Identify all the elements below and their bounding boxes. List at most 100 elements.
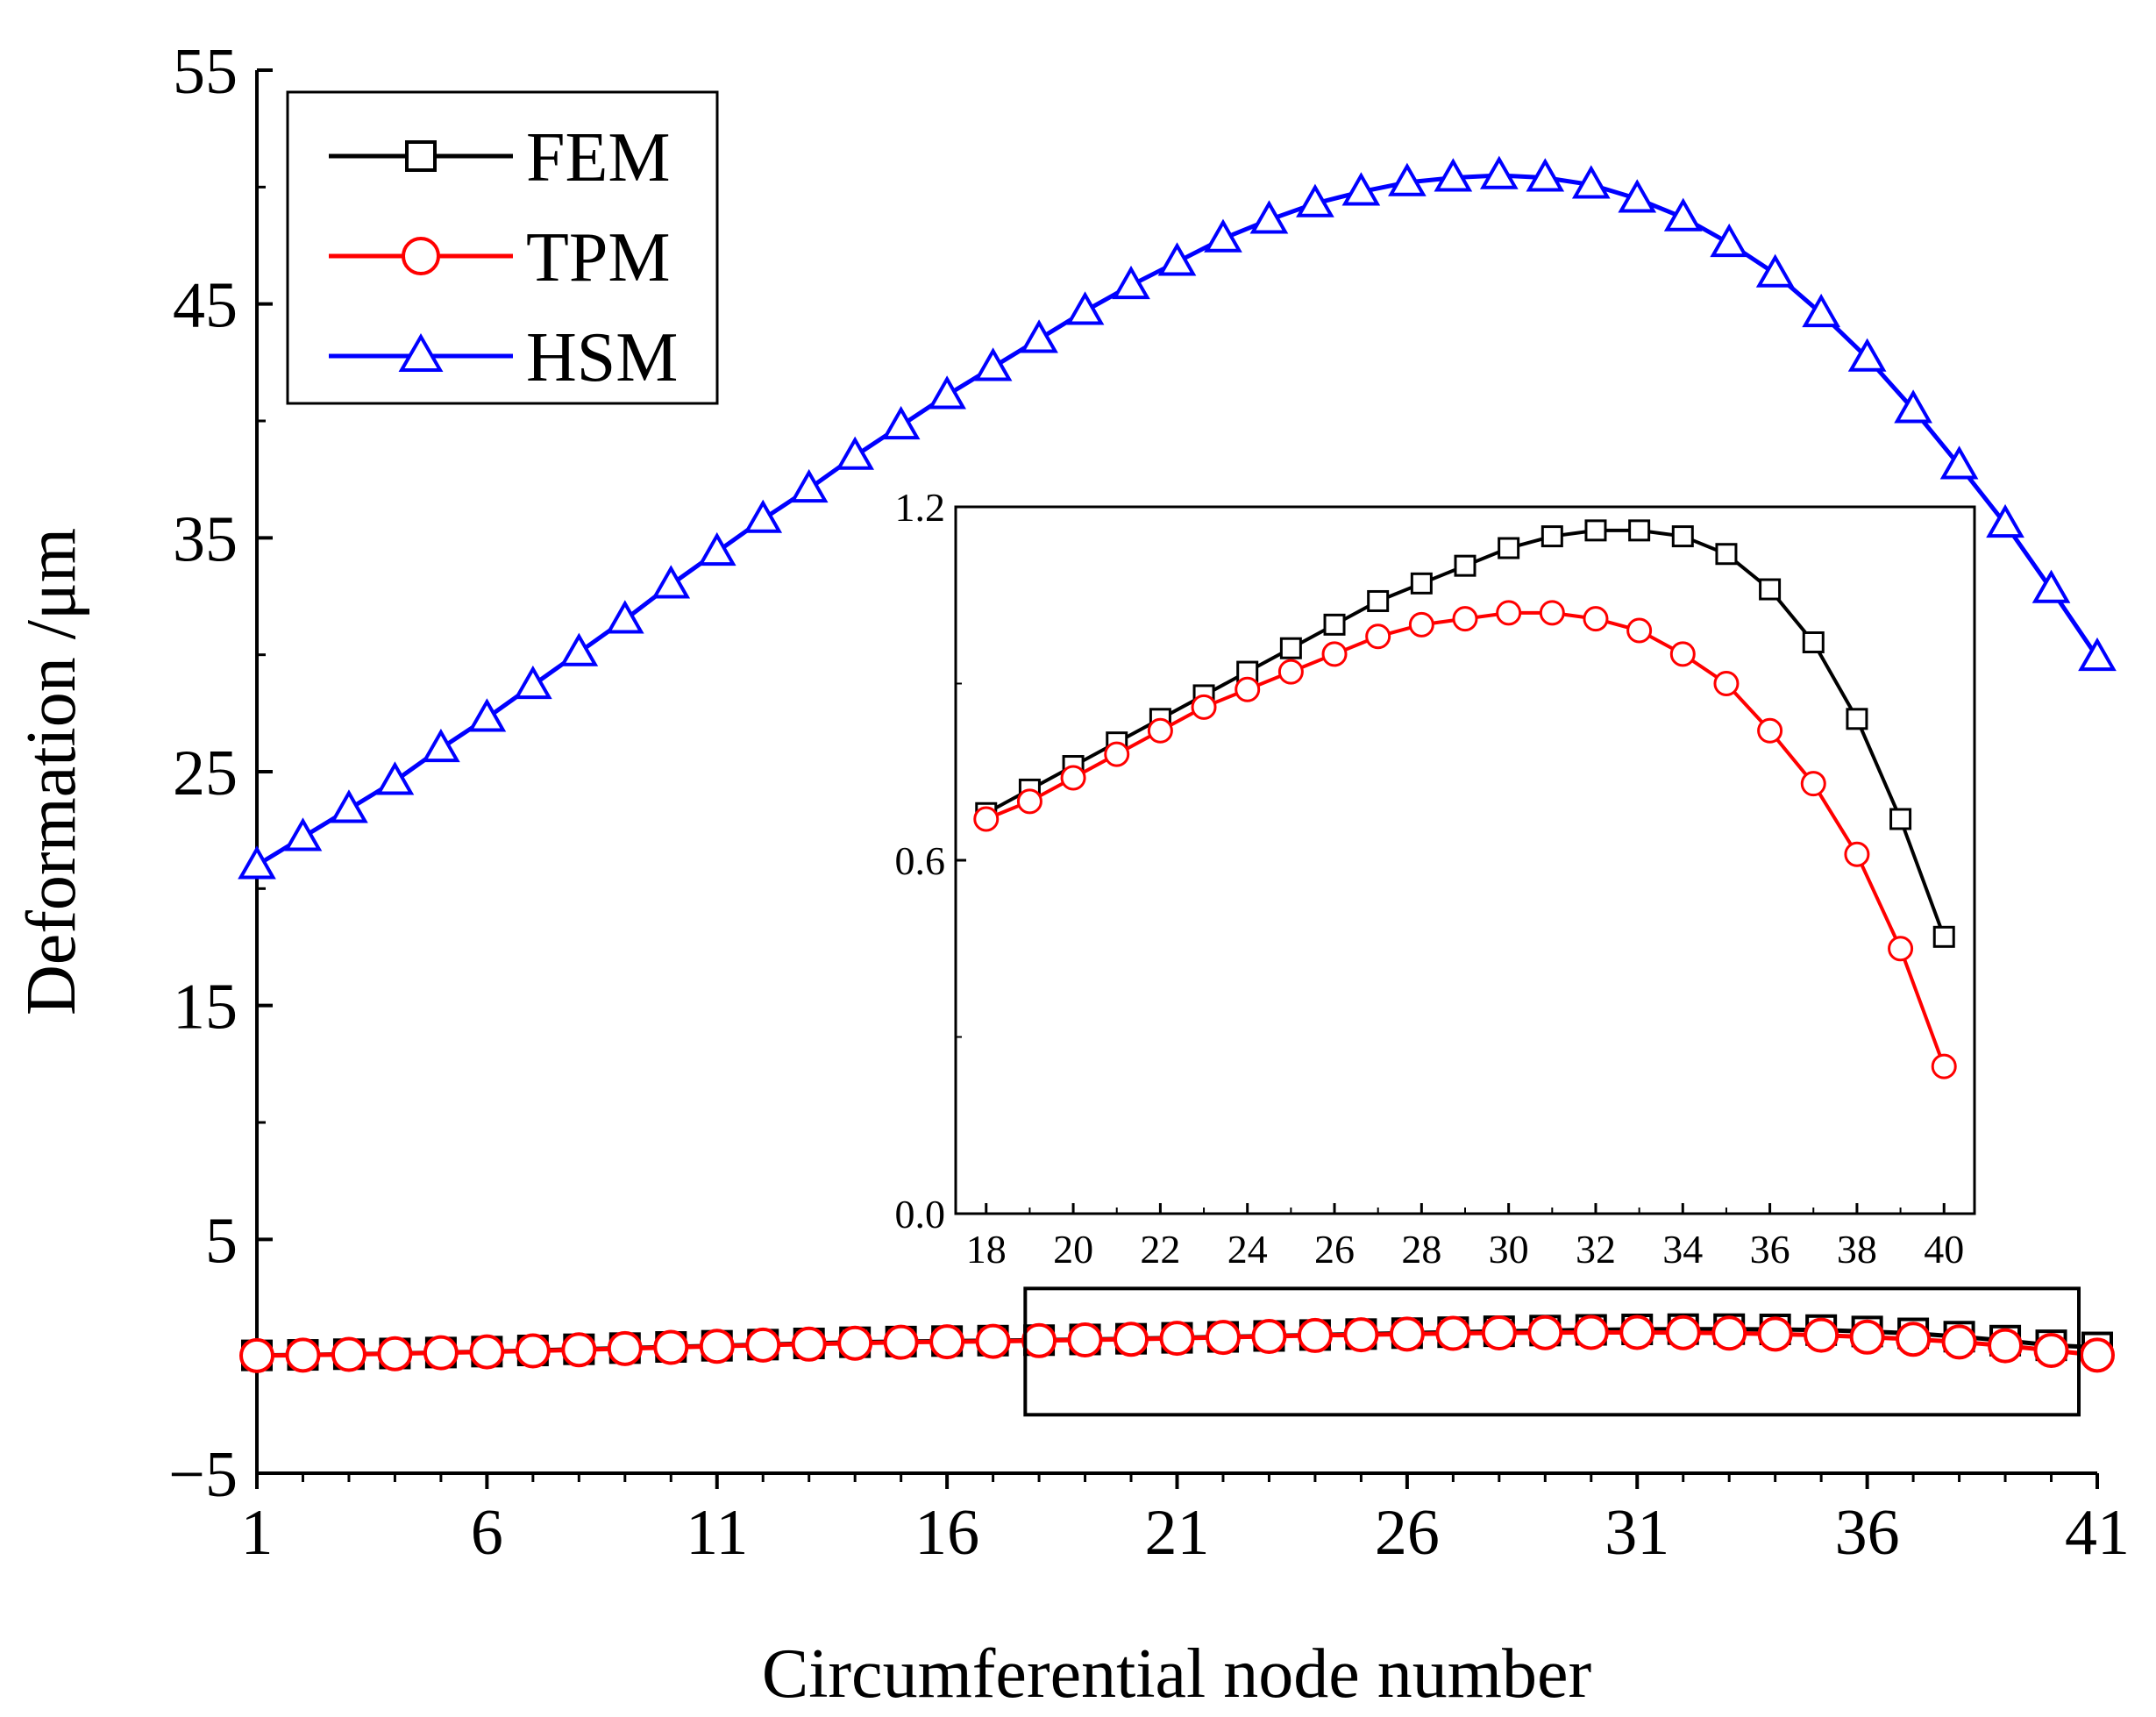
- inset-point-fem: [1671, 525, 1694, 548]
- main-point-tpm: [2080, 1337, 2115, 1373]
- main-point-hsm: [2078, 637, 2117, 672]
- main-x-tick-label: 31: [1605, 1497, 1669, 1569]
- main-point-hsm: [283, 817, 323, 851]
- inset-point-tpm: [1191, 694, 1217, 720]
- inset-point-tpm: [973, 806, 1000, 832]
- inset-point-fem: [1541, 525, 1563, 548]
- main-point-hsm: [605, 600, 644, 634]
- inset-point-fem: [1323, 613, 1346, 636]
- inset-point-tpm: [1800, 771, 1826, 797]
- main-point-tpm: [1804, 1317, 1839, 1353]
- main-point-tpm: [607, 1330, 643, 1366]
- main-point-tpm: [1481, 1315, 1517, 1350]
- main-point-tpm: [1389, 1316, 1425, 1352]
- inset-x-tick-label: 38: [1837, 1227, 1877, 1272]
- legend-circle-marker: [402, 237, 440, 275]
- inset-point-fem: [1454, 554, 1476, 577]
- main-point-tpm: [837, 1325, 873, 1361]
- inset-plot: 0.0 0.6 1.2 18 20 22 24 26 28 30 32 34 36 38 40: [895, 485, 1976, 1272]
- main-point-hsm: [651, 565, 691, 599]
- main-point-hsm: [881, 405, 921, 440]
- main-x-tick-label: 36: [1835, 1497, 1900, 1569]
- inset-point-tpm: [1365, 623, 1391, 650]
- inset-point-fem: [1715, 543, 1738, 566]
- main-point-hsm: [1710, 223, 1749, 258]
- inset-x-tick-label: 34: [1662, 1227, 1703, 1272]
- inset-point-tpm: [1277, 659, 1304, 685]
- legend-entry-hsm: HSM: [329, 319, 678, 396]
- inset-point-tpm: [1235, 676, 1261, 702]
- main-point-tpm: [1343, 1317, 1379, 1353]
- main-x-tick-label: 1: [241, 1497, 274, 1569]
- main-point-hsm: [1479, 155, 1519, 189]
- inset-point-fem: [1498, 537, 1520, 559]
- inset-x-tick-label: 22: [1140, 1227, 1180, 1272]
- main-point-tpm: [285, 1337, 321, 1373]
- legend-entry-fem: FEM: [329, 119, 671, 196]
- inset-point-fem: [1846, 708, 1868, 730]
- inset-point-fem: [1584, 519, 1607, 542]
- legend-square-marker: [405, 140, 437, 172]
- main-x-tick-label: 21: [1145, 1497, 1210, 1569]
- main-point-hsm: [1663, 197, 1703, 232]
- main-point-tpm: [1021, 1322, 1057, 1358]
- main-x-tick-label: 26: [1375, 1497, 1440, 1569]
- main-point-hsm: [789, 468, 829, 503]
- legend-label-tpm: TPM: [526, 219, 671, 296]
- main-point-hsm: [1065, 291, 1105, 325]
- inset-x-tick-label: 28: [1401, 1227, 1441, 1272]
- main-point-tpm: [1849, 1319, 1885, 1355]
- main-point-tpm: [791, 1326, 827, 1362]
- inset-ticks: 0.0 0.6 1.2 18 20 22 24 26 28 30 32 34 36 38 40: [895, 485, 1965, 1272]
- legend-label-hsm: HSM: [526, 319, 678, 396]
- main-y-axis-title: Deformation /μm: [13, 528, 90, 1015]
- inset-y-tick-label: 0.0: [895, 1192, 946, 1236]
- inset-point-tpm: [1321, 641, 1348, 667]
- main-point-hsm: [1249, 200, 1289, 234]
- main-x-tick-label: 41: [2065, 1497, 2130, 1569]
- main-point-tpm: [1711, 1315, 1747, 1351]
- main-point-tpm: [1067, 1322, 1103, 1357]
- main-point-hsm: [1571, 165, 1611, 199]
- main-y-tick-label: −5: [168, 1439, 238, 1511]
- inset-point-tpm: [1757, 717, 1783, 744]
- inset-point-fem: [1628, 519, 1651, 542]
- main-point-hsm: [1986, 503, 2024, 538]
- main-point-hsm: [330, 789, 368, 823]
- legend-label-fem: FEM: [526, 119, 671, 196]
- inset-point-tpm: [1060, 765, 1086, 791]
- main-point-hsm: [1296, 183, 1334, 217]
- main-point-tpm: [745, 1327, 781, 1363]
- inset-x-tick-label: 20: [1053, 1227, 1093, 1272]
- inset-point-tpm: [1713, 671, 1740, 696]
- inset-point-tpm: [1496, 600, 1522, 626]
- main-point-tpm: [699, 1329, 735, 1364]
- main-point-tpm: [975, 1323, 1011, 1359]
- main-point-hsm: [1204, 218, 1242, 253]
- main-point-tpm: [1435, 1315, 1471, 1351]
- main-x-tick-label: 16: [914, 1497, 979, 1569]
- main-point-tpm: [1297, 1317, 1333, 1353]
- main-series: [238, 155, 2117, 1373]
- inset-y-tick-label: 1.2: [895, 485, 946, 530]
- main-y-tick-label: 45: [173, 270, 238, 342]
- main-point-hsm: [2031, 569, 2071, 603]
- main-point-tpm: [929, 1324, 965, 1360]
- main-point-hsm: [514, 665, 552, 700]
- inset-y-tick-label: 0.6: [895, 838, 946, 883]
- inset-point-fem: [1932, 925, 1955, 948]
- main-x-tick-label: 6: [471, 1497, 503, 1569]
- main-y-tick-label: 35: [173, 503, 238, 575]
- main-point-hsm: [836, 436, 875, 470]
- main-point-hsm: [928, 375, 966, 410]
- main-y-tick-label: 55: [173, 36, 238, 108]
- main-point-tpm: [2033, 1333, 2069, 1368]
- main-point-hsm: [744, 499, 783, 533]
- main-point-tpm: [1665, 1314, 1701, 1350]
- main-point-tpm: [1757, 1316, 1793, 1352]
- main-point-hsm: [1526, 158, 1565, 192]
- main-point-tpm: [1205, 1320, 1241, 1356]
- inset-series-tpm: [973, 600, 1957, 1079]
